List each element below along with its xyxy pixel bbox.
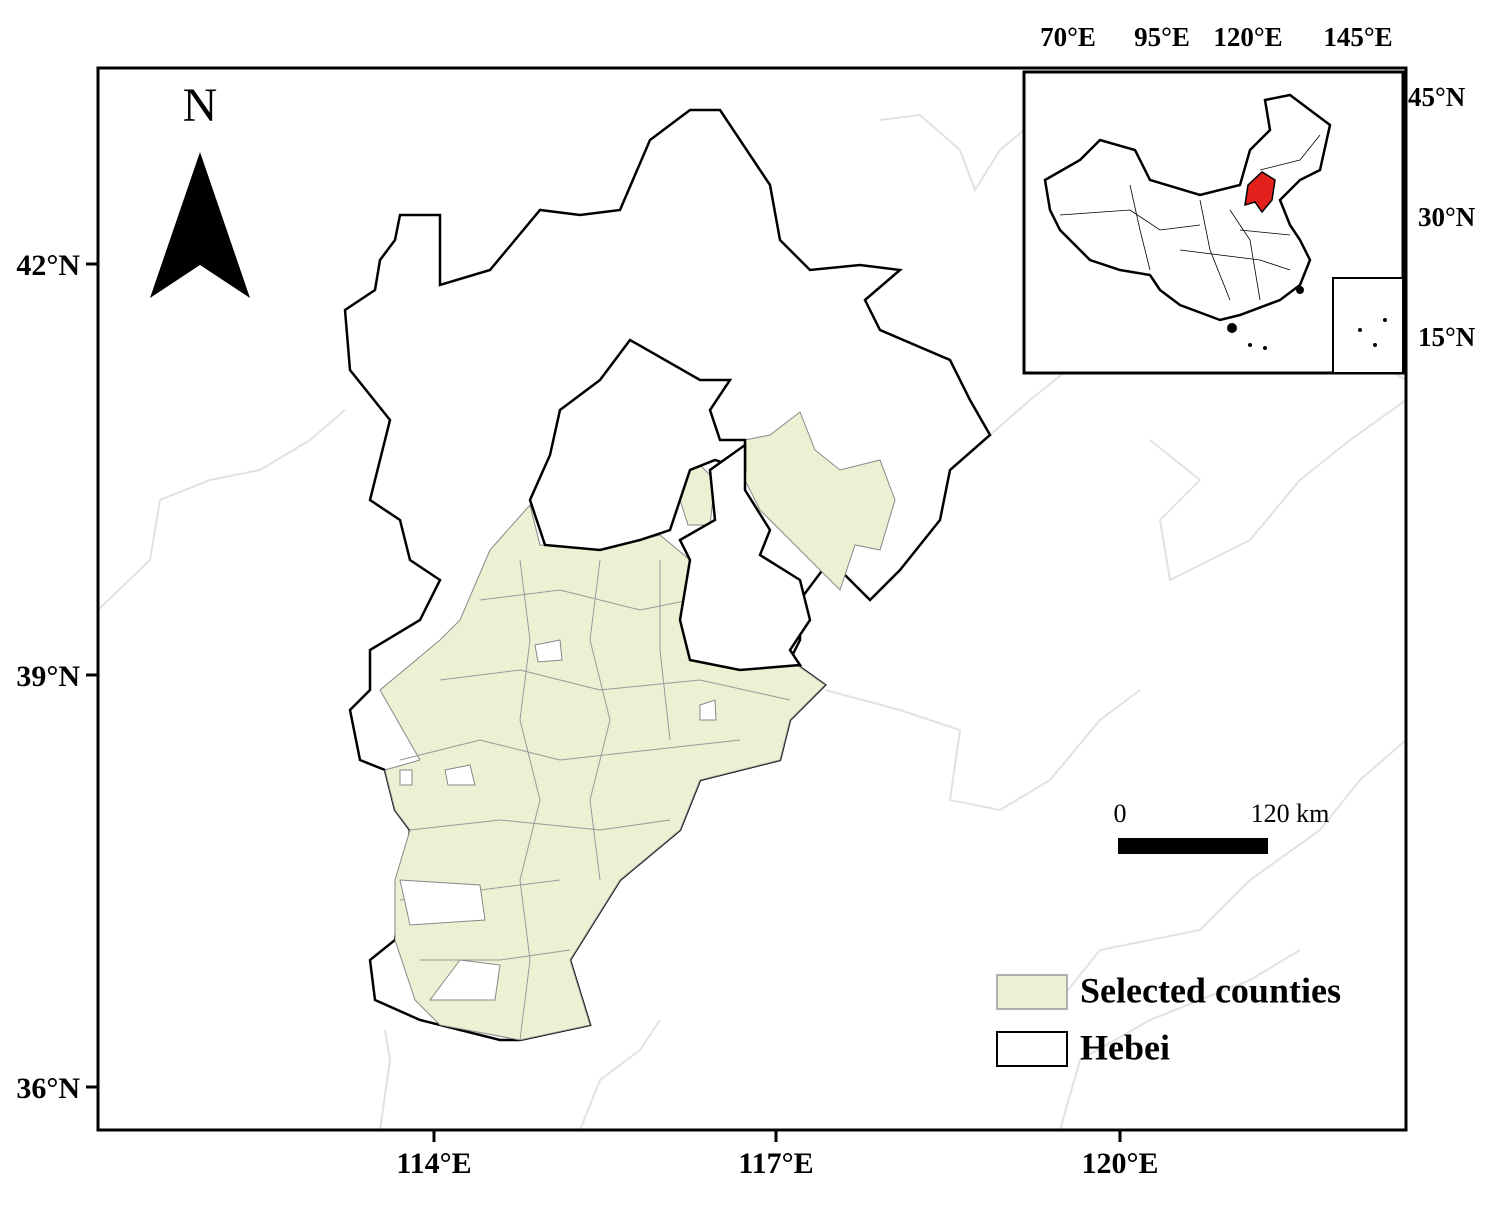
tianjin-outline (678, 442, 812, 672)
scale-label: 0 (1114, 799, 1127, 828)
x-label: 117°E (738, 1147, 813, 1180)
inset-x-label: 145°E (1323, 22, 1392, 52)
y-label: 36°N (16, 1072, 80, 1105)
north-label: N (183, 79, 218, 132)
scale-label: 120 km (1251, 799, 1330, 828)
scale-bar (1118, 838, 1268, 854)
north-arrow (150, 152, 250, 298)
axis-ticks (86, 262, 1122, 1142)
inset-x-label: 70°E (1040, 22, 1096, 52)
inset-x-label: 120°E (1213, 22, 1282, 52)
inset-hebei (1244, 171, 1276, 214)
y-label: 42°N (16, 249, 80, 282)
inset-islands (1227, 286, 1387, 350)
legend-label: Hebei (1080, 1027, 1170, 1067)
holes (399, 639, 717, 1001)
inset-y-label: 30°N (1418, 202, 1476, 232)
map-frame (96, 66, 1408, 1132)
inset-x-label: 95°E (1134, 22, 1190, 52)
inset-province-lines (1059, 134, 1321, 301)
inset-y-label: 45°N (1408, 82, 1466, 112)
beijing-outline (528, 338, 747, 552)
x-label: 114°E (396, 1147, 471, 1180)
y-label: 39°N (16, 660, 80, 693)
legend-label: Selected counties (1080, 970, 1341, 1010)
inset-y-label: 15°N (1418, 322, 1476, 352)
inset-south-sea-box (1332, 277, 1404, 374)
legend-swatch (996, 974, 1068, 1010)
legend-swatch (996, 1031, 1068, 1067)
china-outline (1043, 93, 1332, 322)
x-label: 120°E (1081, 1147, 1158, 1180)
